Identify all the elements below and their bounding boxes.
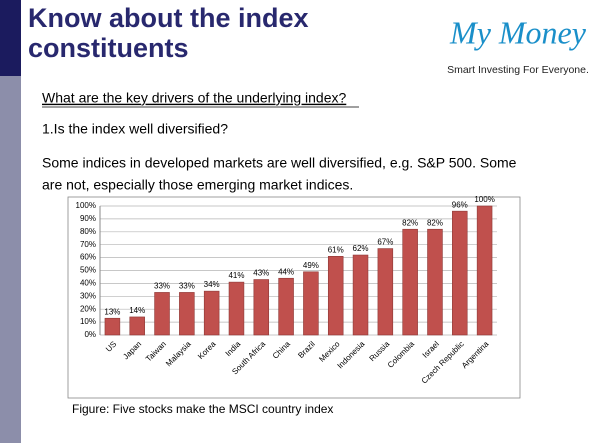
bar: [452, 210, 468, 336]
body: Some indices in developed markets are we…: [42, 155, 517, 171]
bar: [303, 271, 319, 336]
value-label: 41%: [228, 271, 244, 280]
point: 1.Is the index well diversified?: [42, 121, 228, 137]
bar: [327, 256, 344, 336]
value-label: 44%: [278, 267, 294, 276]
caption: Figure: Five stocks make the MSCI countr…: [72, 402, 333, 416]
y-tick-label: 10%: [80, 317, 96, 326]
value-label: 61%: [328, 245, 344, 254]
bar: [203, 290, 220, 336]
value-label: 82%: [427, 218, 443, 227]
value-label: 67%: [377, 238, 393, 247]
body: are not, especially those emerging marke…: [42, 177, 353, 193]
question: What are the key drivers of the underlyi…: [42, 90, 346, 106]
chart-frame: [67, 196, 521, 399]
value-label: 43%: [253, 269, 269, 278]
y-tick-label: 60%: [80, 253, 96, 262]
bar: [377, 248, 394, 336]
side-bar-top: [0, 0, 21, 76]
value-label: 96%: [452, 200, 468, 209]
y-tick-label: 70%: [80, 240, 96, 249]
y-tick-label: 0%: [84, 330, 96, 339]
side-bar: [0, 76, 21, 443]
bar: [253, 279, 270, 336]
logo: My Money: [449, 14, 587, 50]
bar: [402, 228, 418, 336]
title: constituents: [28, 33, 189, 63]
value-label: 33%: [179, 282, 195, 291]
y-tick-label: 100%: [76, 201, 96, 210]
bar: [154, 292, 170, 336]
y-tick-label: 40%: [80, 279, 96, 288]
value-label: 33%: [154, 282, 170, 291]
value-label: 82%: [402, 218, 418, 227]
y-tick-label: 30%: [80, 291, 96, 300]
title: Know about the index: [28, 3, 309, 33]
value-label: 34%: [204, 280, 220, 289]
y-tick-label: 50%: [80, 266, 96, 275]
y-tick-label: 20%: [80, 304, 96, 313]
value-label: 13%: [104, 307, 120, 316]
tagline: Smart Investing For Everyone.: [447, 64, 589, 76]
bar: [179, 292, 195, 336]
bar: [427, 228, 443, 336]
bar: [476, 205, 493, 336]
bar: [278, 277, 294, 336]
y-tick-label: 80%: [80, 227, 96, 236]
value-label: 100%: [474, 195, 494, 204]
y-tick-label: 90%: [80, 214, 96, 223]
value-label: 49%: [303, 261, 319, 270]
bar: [352, 254, 369, 336]
bar: [228, 281, 245, 336]
bar: [129, 316, 145, 336]
value-label: 62%: [353, 244, 369, 253]
value-label: 14%: [129, 306, 145, 315]
bar: [104, 317, 121, 336]
